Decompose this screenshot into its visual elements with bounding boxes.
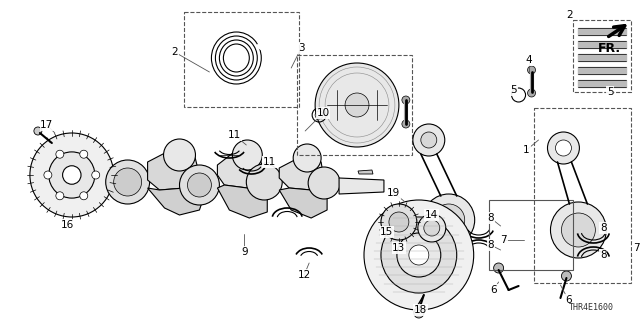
Text: 7: 7 [500,235,507,245]
Circle shape [44,171,52,179]
Circle shape [80,192,88,200]
Circle shape [409,245,429,265]
Circle shape [381,204,417,240]
Circle shape [397,233,441,277]
Text: 2: 2 [566,10,573,20]
Circle shape [293,144,321,172]
Polygon shape [358,170,373,174]
Text: 11: 11 [262,157,276,167]
Text: 6: 6 [565,295,572,305]
Polygon shape [279,155,324,190]
Polygon shape [339,178,384,194]
Circle shape [114,168,141,196]
Circle shape [63,166,81,184]
Text: 15: 15 [380,227,394,237]
Circle shape [232,140,262,170]
Polygon shape [148,148,200,190]
Text: 6: 6 [490,285,497,295]
Text: 18: 18 [414,305,428,315]
Circle shape [527,66,536,74]
Polygon shape [218,148,264,188]
Text: 5: 5 [510,85,517,95]
Circle shape [556,140,572,156]
Polygon shape [148,188,204,215]
Circle shape [106,160,150,204]
Circle shape [402,120,410,128]
Circle shape [30,133,114,217]
Text: 11: 11 [228,130,241,140]
Circle shape [56,150,64,158]
Circle shape [188,173,211,197]
Circle shape [561,213,595,247]
Circle shape [80,150,88,158]
Circle shape [402,96,410,104]
Circle shape [179,165,220,205]
Circle shape [49,152,95,198]
Text: 19: 19 [387,188,401,198]
Text: 16: 16 [61,220,74,230]
Text: 12: 12 [298,270,311,280]
Text: 14: 14 [425,210,438,220]
Text: 8: 8 [487,213,494,223]
Text: 7: 7 [633,243,639,253]
Text: 8: 8 [600,250,607,260]
Text: 5: 5 [607,87,614,97]
Text: 8: 8 [487,240,494,250]
Circle shape [433,204,465,236]
Circle shape [527,89,536,97]
Circle shape [550,202,606,258]
Text: 2: 2 [172,47,178,57]
Circle shape [547,132,579,164]
Circle shape [418,214,446,242]
Text: 4: 4 [525,55,532,65]
Circle shape [421,132,436,148]
Text: 9: 9 [241,247,248,257]
Text: 13: 13 [392,243,406,253]
Text: 3: 3 [298,43,305,53]
Polygon shape [218,185,268,218]
Circle shape [364,200,474,310]
Circle shape [246,164,282,200]
Circle shape [423,194,475,246]
Circle shape [308,167,340,199]
Text: 10: 10 [317,108,330,118]
Circle shape [414,308,424,318]
Circle shape [56,192,64,200]
Circle shape [345,93,369,117]
Text: FR.: FR. [598,42,621,55]
Circle shape [315,63,399,147]
Circle shape [413,124,445,156]
Circle shape [424,220,440,236]
Circle shape [389,212,409,232]
Circle shape [164,139,195,171]
Circle shape [92,171,100,179]
Circle shape [381,217,457,293]
Text: 17: 17 [40,120,54,130]
Polygon shape [279,188,327,218]
Text: 1: 1 [524,145,530,155]
Circle shape [561,271,572,281]
Circle shape [34,127,42,135]
Text: 8: 8 [600,223,607,233]
Text: THR4E1600: THR4E1600 [568,303,613,313]
Circle shape [493,263,504,273]
